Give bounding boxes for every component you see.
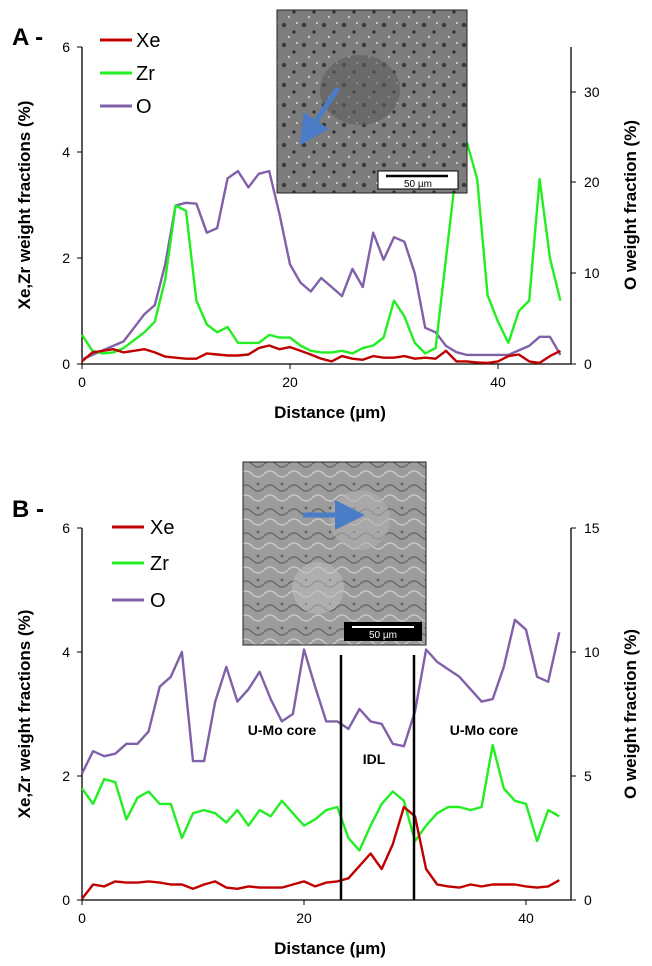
y-tick-label: 2	[62, 768, 70, 784]
x-tick-label: 40	[490, 374, 506, 390]
y-tick-label: 2	[62, 250, 70, 266]
series-group-a	[80, 140, 562, 365]
legend-label-o: O	[136, 96, 152, 118]
x-tick-label: 20	[296, 910, 312, 926]
x-axis-title-a: Distance (µm)	[274, 403, 386, 422]
y-tick-label: 0	[62, 356, 70, 372]
series-line-zr	[81, 743, 560, 852]
y-tick-label: 0	[62, 892, 70, 908]
x-axis-title-b: Distance (µm)	[274, 939, 386, 958]
y-axis-title-a: Xe,Zr weight fractions (%)	[15, 101, 34, 310]
legend-label-zr: Zr	[136, 63, 155, 85]
panel-b: B - 0 2 4 6 0 5 10 15 0 20 40 Distance (…	[12, 461, 640, 958]
scale-bar-label-b: 50 µm	[369, 630, 397, 641]
series-group-b	[80, 618, 561, 900]
y2-axis-title-b: O weight fraction (%)	[621, 629, 640, 799]
y2-tick-label: 10	[584, 265, 600, 281]
series-line-xe	[81, 805, 560, 900]
panel-label-b: B -	[12, 496, 44, 523]
series-line-xe	[81, 344, 561, 365]
series-line-zr	[80, 140, 562, 355]
y-tick-label: 4	[62, 644, 70, 660]
y-tick-label: 6	[62, 39, 70, 55]
y2-tick-label: 0	[584, 356, 592, 372]
x-tick-label: 0	[78, 910, 86, 926]
y2-tick-label: 5	[584, 768, 592, 784]
sem-image-b	[242, 461, 427, 646]
y2-tick-label: 10	[584, 644, 600, 660]
y2-tick-label: 0	[584, 892, 592, 908]
panel-a: A - 0 2 4 6 0 10 20 30 0 20 40 Distance	[12, 9, 640, 422]
series-line-o	[81, 169, 562, 361]
y2-tick-label: 30	[584, 84, 600, 100]
annotation-umo-core-right: U-Mo core	[450, 722, 519, 738]
y2-tick-label: 20	[584, 174, 600, 190]
panel-label-a: A -	[12, 24, 43, 51]
y-axis-title-b: Xe,Zr weight fractions (%)	[15, 610, 34, 819]
series-line-o	[80, 618, 561, 775]
legend-label-o: O	[150, 590, 166, 612]
legend-b: Xe Zr O	[112, 517, 174, 612]
ticks-b	[77, 527, 576, 905]
y2-tick-label: 15	[584, 520, 600, 536]
ticks-a	[77, 46, 576, 369]
y-tick-label: 4	[62, 144, 70, 160]
x-tick-label: 0	[78, 374, 86, 390]
sem-inset-b: 50 µm	[242, 461, 427, 646]
scale-bar-label-a: 50 µm	[404, 179, 432, 190]
sem-inset-a: 50 µm	[276, 9, 468, 194]
legend-a: Xe Zr O	[100, 30, 160, 118]
annotation-idl: IDL	[363, 751, 386, 767]
arrow-icon	[299, 86, 341, 146]
y2-axis-title-a: O weight fraction (%)	[621, 120, 640, 290]
legend-label-xe: Xe	[136, 30, 160, 52]
y-tick-label: 6	[62, 520, 70, 536]
x-tick-label: 20	[282, 374, 298, 390]
x-tick-label: 40	[518, 910, 534, 926]
annotation-umo-core-left: U-Mo core	[248, 722, 317, 738]
legend-label-xe: Xe	[150, 517, 174, 539]
legend-label-zr: Zr	[150, 553, 169, 575]
